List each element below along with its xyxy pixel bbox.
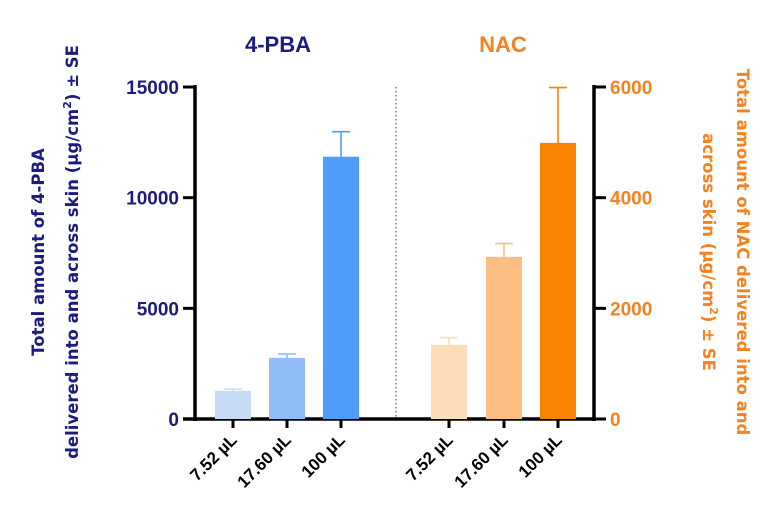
panel-title-4pba: 4-PBA — [245, 32, 311, 57]
left-ylabel-line1: Total amount of 4-PBA — [29, 148, 48, 356]
bar — [215, 390, 251, 419]
x-tick-label: 17.60 µL — [451, 430, 512, 491]
y-tick-label: 0 — [168, 410, 179, 431]
x-tick-label: 100 µL — [515, 430, 566, 481]
left-y-axis-label: Total amount of 4-PBA — [29, 148, 48, 356]
y-tick-label: 4000 — [610, 189, 652, 210]
bar — [269, 357, 305, 419]
x-tick-label: 17.60 µL — [234, 430, 295, 491]
bar — [486, 256, 522, 419]
right-ylabel-line2: across skin (µg/cm2) ± SE — [699, 133, 720, 371]
y-tick-label: 15000 — [126, 78, 179, 99]
bar — [540, 142, 576, 420]
left-y-axis-label-2: delivered into and across skin (µg/cm2) … — [61, 45, 82, 459]
y-tick-label: 10000 — [126, 189, 179, 210]
y-tick-label: 2000 — [610, 299, 652, 320]
y-tick-label: 5000 — [137, 299, 179, 320]
x-tick-label: 100 µL — [298, 430, 349, 481]
panel-title-nac: NAC — [479, 32, 527, 57]
x-tick-label: 7.52 µL — [186, 430, 240, 484]
x-tick-label: 7.52 µL — [402, 430, 456, 484]
bar — [431, 344, 467, 419]
bar — [323, 156, 359, 419]
right-ylabel-line1: Total amount of NAC delivered into and — [733, 69, 752, 436]
y-tick-label: 0 — [610, 410, 621, 431]
y-tick-label: 6000 — [610, 78, 652, 99]
right-y-axis-label: Total amount of NAC delivered into and — [733, 69, 752, 436]
left-ylabel-line2: delivered into and across skin (µg/cm2) … — [61, 45, 82, 459]
right-y-axis-label-2: across skin (µg/cm2) ± SE — [699, 133, 720, 371]
